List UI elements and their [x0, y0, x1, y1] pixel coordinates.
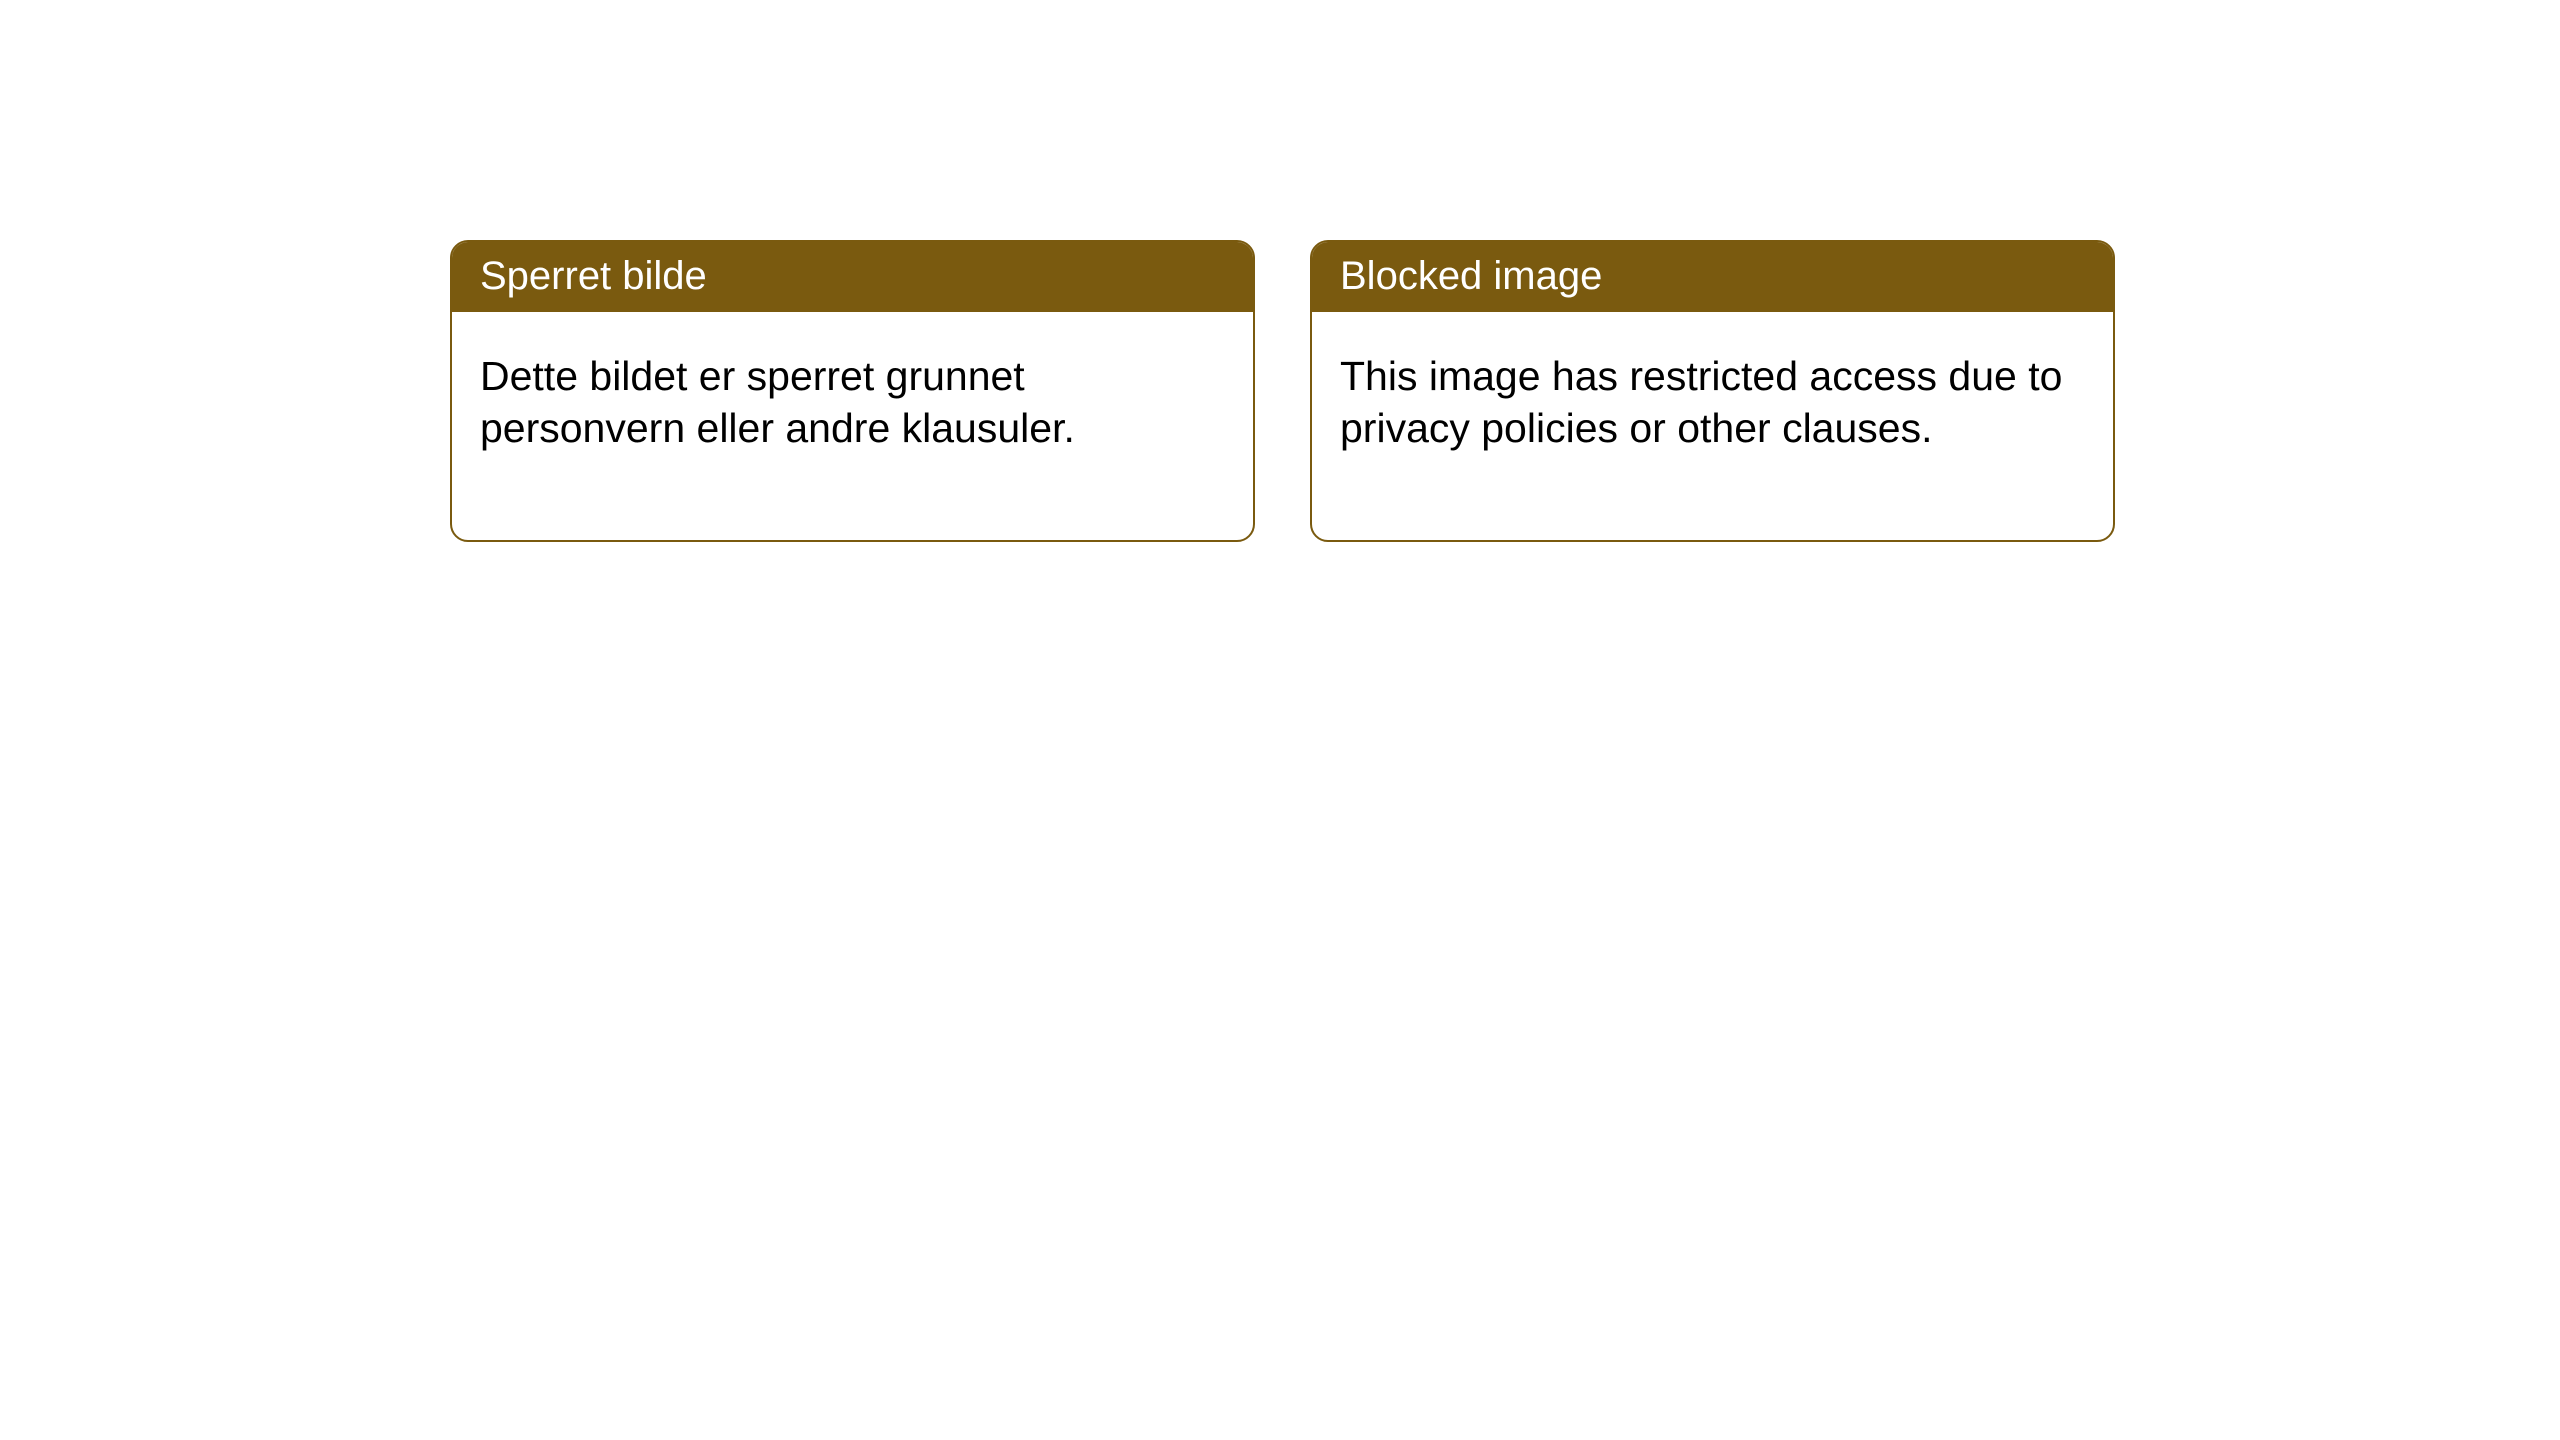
card-body: This image has restricted access due to … [1312, 312, 2113, 540]
card-header: Blocked image [1312, 242, 2113, 312]
blocked-image-card-no: Sperret bilde Dette bildet er sperret gr… [450, 240, 1255, 542]
card-header: Sperret bilde [452, 242, 1253, 312]
card-body: Dette bildet er sperret grunnet personve… [452, 312, 1253, 540]
card-title: Blocked image [1340, 254, 1602, 298]
blocked-image-card-en: Blocked image This image has restricted … [1310, 240, 2115, 542]
cards-container: Sperret bilde Dette bildet er sperret gr… [0, 0, 2560, 542]
card-title: Sperret bilde [480, 254, 707, 298]
card-body-text: Dette bildet er sperret grunnet personve… [480, 353, 1075, 451]
card-body-text: This image has restricted access due to … [1340, 353, 2062, 451]
